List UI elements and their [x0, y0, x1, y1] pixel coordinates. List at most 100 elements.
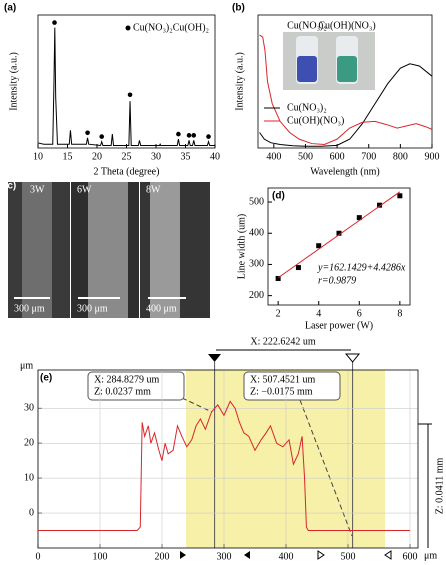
readout-box [87, 371, 185, 401]
axes-frame [37, 14, 216, 149]
x-tick-label: 4 [316, 308, 321, 319]
y-tick-label: 500 [249, 196, 264, 207]
x-tick-label: 20 [92, 151, 102, 162]
data-point [356, 215, 362, 221]
annotation: Z: 0.0237 mm [94, 386, 151, 397]
x-tick-label: 10 [33, 151, 43, 162]
vial-liquid [297, 56, 317, 82]
x-tick-label: 2 [276, 308, 281, 319]
data-point [316, 243, 322, 249]
x-axis-label: 2 Theta (degree) [94, 166, 160, 177]
fit-line [277, 191, 401, 279]
x-tick-label: 8 [397, 308, 402, 319]
x-tick-label: 400 [266, 151, 281, 162]
vial-liquid [337, 56, 357, 82]
panel-label: (d) [272, 191, 285, 202]
inset-label: Cu(NO₃)₂ [287, 20, 327, 31]
data-point [176, 131, 181, 137]
data-point [206, 134, 211, 139]
axes-frame [267, 187, 411, 306]
annotation: X: 222.6242 um [250, 336, 316, 347]
data-point [397, 193, 403, 199]
sem-track [150, 182, 180, 318]
panel-label: (e) [40, 373, 52, 384]
annotation: X: 507.4521 um [250, 374, 316, 385]
annotation: Z: 0.0411 mm [434, 457, 445, 514]
y-axis-label: Intensity (a.u.) [234, 52, 245, 111]
range-handle [180, 551, 186, 559]
y-tick-label: 300 [249, 259, 264, 270]
image-label: 3W [30, 184, 45, 195]
x-tick-label: 500 [298, 151, 313, 162]
y-tick-label: 400 [249, 228, 264, 239]
data-point [377, 202, 383, 208]
x-tick-label: 400 [278, 551, 293, 562]
y-axis-label: Intensity (a.u.) [8, 52, 19, 111]
profile-overlays [87, 349, 432, 560]
panel-label: (b) [232, 3, 245, 14]
data-point [336, 230, 342, 236]
image-label: 6W [77, 184, 92, 195]
data-point [275, 275, 281, 281]
y-axis-label: Line width (um) [236, 214, 247, 280]
image-label: 8W [146, 184, 161, 195]
sem-track [88, 182, 128, 318]
x-tick-label: 35 [181, 151, 191, 162]
x-tick-label: 100 [92, 551, 107, 562]
axes-frame [257, 14, 433, 149]
scale-label: 300 μm [77, 303, 108, 314]
y-tick-label: 10 [24, 472, 34, 483]
sem-images [8, 182, 210, 318]
annotation: r=0.9879 [318, 275, 356, 286]
data-line [37, 27, 215, 147]
x-tick-label: 700 [361, 151, 376, 162]
x-tick-label: 0 [36, 551, 41, 562]
x-tick-label: 300 [216, 551, 231, 562]
sem-track [22, 182, 52, 318]
y-tick-label: 30 [24, 403, 34, 414]
x-tick-label: 600 [330, 151, 345, 162]
axes-frame [37, 369, 419, 549]
scale-label: 300 μm [14, 303, 45, 314]
inset-label: Cu(OH)(NO₃) [318, 20, 375, 31]
readout-box [243, 371, 341, 401]
legend-marker [125, 25, 131, 31]
annotation: y=162.1429+4.4286x [317, 262, 406, 273]
x-tick-label: 6 [357, 308, 362, 319]
data-point [191, 133, 197, 138]
data-point [99, 134, 105, 139]
legend-label: Cu(NO₃)₂ [287, 102, 327, 113]
data-point [127, 92, 133, 98]
x-unit: μm [424, 550, 437, 561]
data-line [259, 34, 433, 145]
y-tick-label: 200 [249, 290, 264, 301]
panel-label: (a) [4, 3, 16, 14]
range-handle [317, 550, 325, 560]
data-line [259, 63, 433, 147]
annotation: Z: −0.0175 mm [250, 386, 313, 397]
data-point [85, 130, 90, 136]
x-tick-label: 200 [154, 551, 169, 562]
scale-label: 400 μm [146, 303, 177, 314]
x-tick-label: 900 [425, 151, 440, 162]
y-unit: μm [20, 360, 33, 371]
x-axis-label: Wavelength (nm) [310, 166, 379, 177]
cursor-handle [344, 353, 361, 363]
x-tick-label: 25 [122, 151, 132, 162]
data-point [295, 265, 301, 271]
x-tick-label: 30 [151, 151, 161, 162]
range-handle [244, 551, 250, 559]
data-point [52, 20, 57, 25]
x-tick-label: 15 [63, 151, 73, 162]
legend-label: Cu(NO₃)₂Cu(OH)₂ [133, 22, 209, 33]
data-point [186, 133, 192, 138]
x-tick-label: 800 [393, 151, 408, 162]
cursor-handle [208, 354, 221, 362]
x-tick-label: 500 [340, 551, 355, 562]
leader [181, 397, 213, 413]
panel-label: (c) [4, 181, 16, 192]
y-tick-label: 20 [24, 438, 34, 449]
x-axis-label: Laser power (W) [305, 320, 373, 331]
x-tick-label: 40 [210, 151, 220, 162]
